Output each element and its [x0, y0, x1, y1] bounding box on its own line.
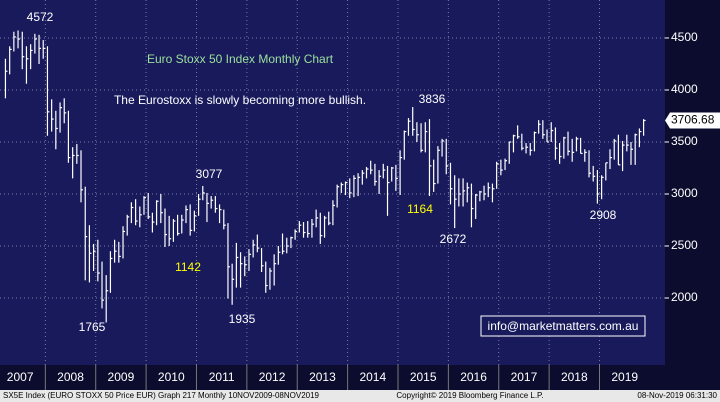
annotation: 1164: [407, 202, 433, 216]
annotation: 2908: [590, 208, 617, 222]
x-tick-label: 2011: [209, 370, 235, 384]
x-tick-label: 2010: [158, 370, 185, 384]
x-tick-label: 2014: [359, 370, 386, 384]
y-axis-area: [665, 0, 720, 390]
x-axis-area: [0, 365, 665, 390]
x-tick-label: 2013: [309, 370, 336, 384]
last-price-box: [665, 112, 720, 129]
y-tick-label: 2500: [671, 238, 698, 252]
annotation: 4572: [27, 10, 54, 24]
x-tick-label: 2015: [410, 370, 437, 384]
x-tick-label: 2012: [259, 370, 286, 384]
footer-bar: [0, 390, 720, 402]
x-tick-label: 2007: [7, 370, 34, 384]
annotation: 2672: [440, 232, 467, 246]
y-tick-label: 4000: [671, 82, 698, 96]
annotation: 3836: [419, 92, 446, 106]
x-tick-label: 2018: [561, 370, 588, 384]
x-tick-label: 2009: [108, 370, 135, 384]
watermark: info@marketmatters.com.au: [488, 319, 639, 333]
last-price-label: 3706.68: [671, 113, 715, 127]
footer-left: SX5E Index (EURO STOXX 50 Price EUR) Gra…: [3, 391, 320, 400]
annotation: 3077: [196, 167, 223, 181]
y-tick-label: 2000: [671, 290, 698, 304]
footer-center: Copyright© 2019 Bloomberg Finance L.P.: [396, 391, 543, 400]
x-tick-label: 2008: [57, 370, 84, 384]
footer-right: 08-Nov-2019 06:31:30: [637, 391, 717, 400]
y-tick-label: 3500: [671, 134, 698, 148]
y-tick-label: 4500: [671, 30, 698, 44]
annotation: 1765: [79, 320, 106, 334]
x-tick-label: 2016: [460, 370, 487, 384]
y-tick-label: 3000: [671, 186, 698, 200]
x-tick-label: 2017: [511, 370, 538, 384]
x-tick-label: 2019: [611, 370, 638, 384]
annotation: 1935: [229, 312, 256, 326]
annotation: 1142: [175, 260, 201, 274]
plot-area: [0, 0, 665, 365]
watermark-box: [480, 315, 646, 337]
chart-title: Euro Stoxx 50 Index Monthly Chart: [147, 52, 334, 66]
chart-subtitle: The Eurostoxx is slowly becoming more bu…: [114, 93, 366, 107]
